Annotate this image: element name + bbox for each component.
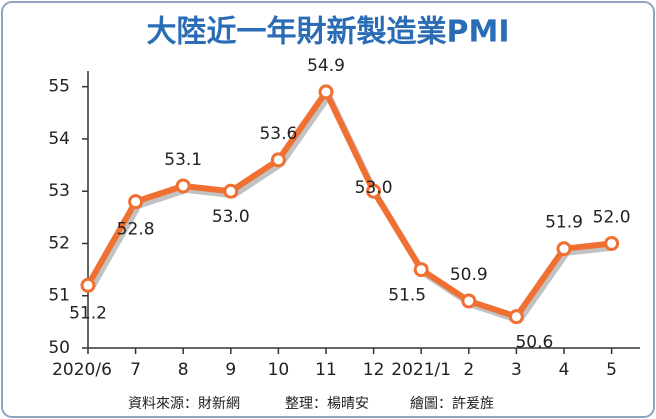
x-tick-label: 8 [178, 360, 189, 380]
point [461, 293, 477, 309]
point [413, 262, 429, 278]
x-tick-label: 4 [559, 360, 570, 380]
artist: 繪圖：許爰旌 [410, 395, 494, 412]
value-label: 53.0 [212, 207, 250, 227]
point [366, 183, 382, 199]
value-label: 53.0 [355, 178, 393, 198]
point [318, 84, 334, 100]
x-tick-label: 12 [363, 360, 385, 380]
point [270, 152, 286, 168]
y-tick-label: 54 [48, 129, 70, 149]
point [128, 194, 144, 210]
x-tick-label: 3 [511, 360, 522, 380]
point [80, 277, 96, 293]
point [175, 178, 191, 194]
y-tick-label: 51 [48, 286, 70, 306]
value-label: 50.6 [515, 333, 553, 353]
source: 資料來源：財新網 [128, 396, 240, 412]
x-tick-label: 9 [225, 360, 236, 380]
x-tick-label: 10 [268, 360, 290, 380]
value-label: 51.2 [69, 303, 107, 323]
point [508, 309, 524, 325]
y-tick-label: 52 [48, 233, 70, 253]
value-label: 52.8 [117, 220, 155, 240]
editor: 整理：楊晴安 [285, 395, 369, 412]
x-tick-label: 5 [606, 360, 617, 380]
value-label: 54.9 [307, 56, 345, 76]
y-tick-label: 53 [48, 181, 70, 201]
point [604, 235, 620, 251]
point [223, 183, 239, 199]
x-tick-label: 11 [315, 360, 337, 380]
x-tick-label: 2020/6 [52, 360, 112, 380]
value-label: 50.9 [450, 265, 488, 285]
value-label: 51.9 [545, 213, 583, 233]
x-tick-label: 2021/1 [391, 360, 451, 380]
x-tick-label: 7 [130, 360, 141, 380]
line [85, 88, 612, 320]
y-tick-label: 50 [48, 338, 70, 358]
y-tick-label: 55 [48, 77, 70, 97]
x-tick-label: 2 [463, 360, 474, 380]
value-label: 52.0 [593, 207, 631, 227]
value-label: 53.1 [164, 150, 202, 170]
value-label: 51.5 [388, 286, 426, 306]
chart-title: 大陸近一年財新製造業PMI [146, 15, 509, 50]
point [556, 241, 572, 257]
value-label: 53.6 [259, 124, 297, 144]
